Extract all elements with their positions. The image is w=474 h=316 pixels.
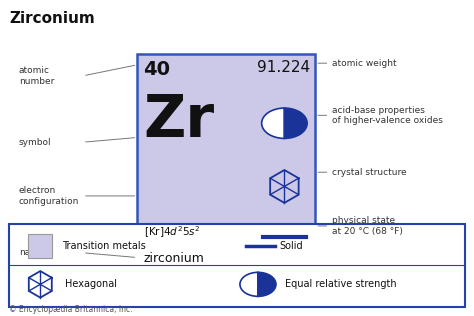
Text: symbol: symbol [19,138,52,147]
Text: Equal relative strength: Equal relative strength [285,279,397,289]
Text: physical state
at 20 °C (68 °F): physical state at 20 °C (68 °F) [332,216,403,236]
Wedge shape [262,108,284,138]
Bar [137,54,315,275]
Text: Zirconium: Zirconium [9,11,95,26]
Text: [Kr]4$d^2$5$s^2$: [Kr]4$d^2$5$s^2$ [144,225,200,240]
Text: acid-base properties
of higher-valence oxides: acid-base properties of higher-valence o… [332,106,443,125]
Text: 40: 40 [143,60,170,79]
Text: Solid: Solid [279,240,303,251]
Text: name: name [19,248,45,257]
Wedge shape [284,108,307,138]
Bar [9,224,465,307]
Wedge shape [258,272,276,296]
Text: Transition metals: Transition metals [62,240,146,251]
Text: © Encyclopædia Britannica, Inc.: © Encyclopædia Britannica, Inc. [9,306,133,314]
Wedge shape [240,272,258,296]
Text: atomic weight: atomic weight [332,59,396,68]
Text: Hexagonal: Hexagonal [65,279,118,289]
Text: zirconium: zirconium [144,252,204,265]
Text: atomic
number: atomic number [19,66,55,86]
Bar [28,234,52,258]
Text: 91.224: 91.224 [257,60,310,75]
Text: crystal structure: crystal structure [332,168,406,177]
Text: electron
configuration: electron configuration [19,186,79,206]
Text: Zr: Zr [143,92,214,149]
